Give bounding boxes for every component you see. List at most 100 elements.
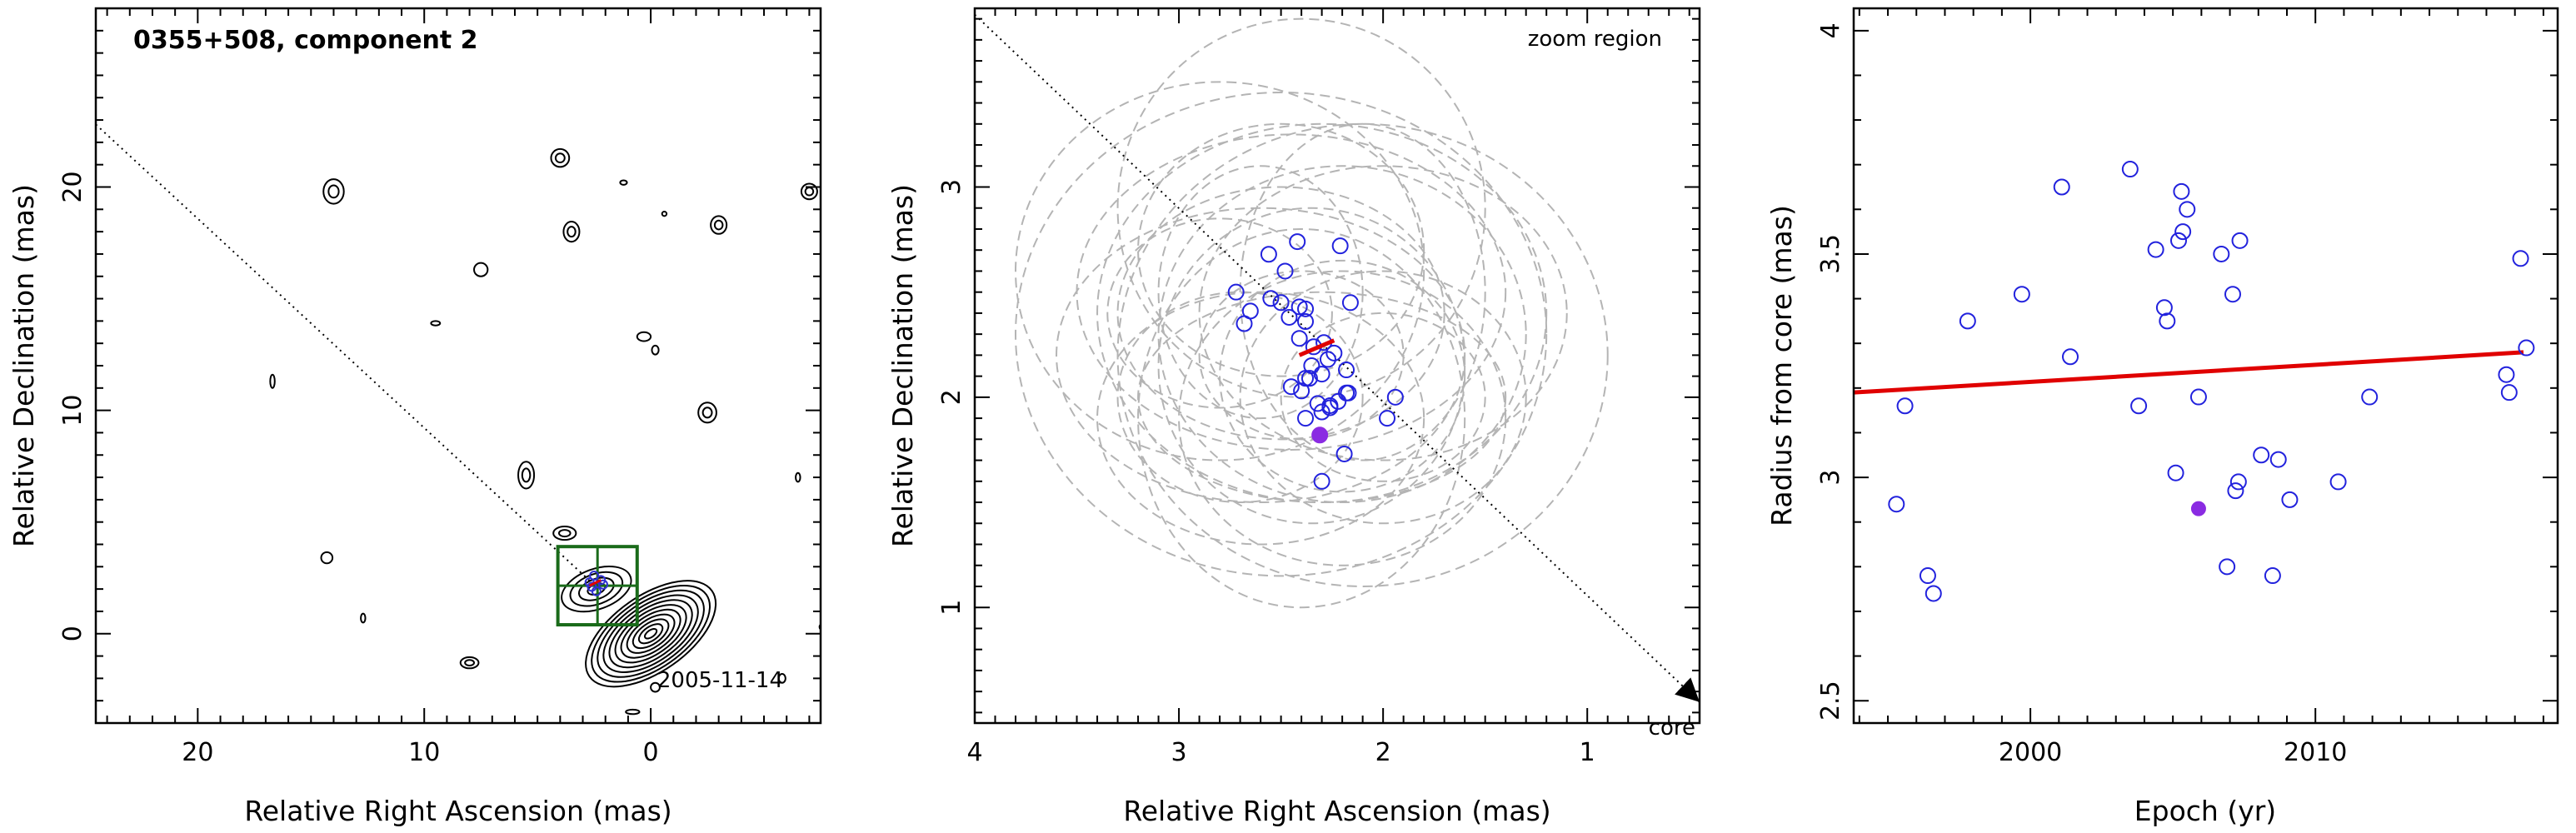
p1-component-point [589,571,600,581]
p1-ticks: 20 10 0 0 10 20 [58,7,821,767]
p2-position-point [1293,382,1310,400]
p2-position-point [1331,237,1349,255]
p3-radius-point [2013,286,2030,303]
p2-x-tick-label: 2 [1375,738,1391,767]
p1-core-contour [597,589,705,678]
p2-core-label: core [1649,716,1695,741]
p2-position-point [1335,445,1353,462]
p3-radius-point [2219,558,2236,576]
p2-position-point [1325,344,1343,362]
p3-radius-point [2130,397,2148,415]
p1-core-contour [585,580,717,688]
p1-isolated-contour [795,471,801,483]
p3-y-tick-label: 3.5 [1816,234,1845,274]
p2-y-tick-label: 1 [937,600,966,616]
p2-position-point [1321,399,1339,416]
p3-radius-point [2361,388,2379,406]
p1-isolated-contour [818,623,821,631]
p3-radius-point [2264,567,2281,585]
p1-isolated-contour [269,373,276,389]
p2-position-point [1379,410,1396,427]
p3-radius-point [2227,482,2244,500]
p1-isolated-contour [636,331,652,342]
p1-x-tick-label: 20 [182,738,213,767]
p3-overlay [1854,161,2535,602]
p2-error-ellipse [1096,122,1548,504]
p1-y-tick-label: 0 [58,626,87,641]
p1-x-tick-label: 10 [408,738,440,767]
p1-isolated-contour [625,708,641,716]
p2-ticks: 4 3 2 1 1 2 3 [937,8,1700,767]
p1-isolated-contour [697,402,717,424]
p2-position-point [1297,313,1315,331]
p1-fit-line [589,579,602,587]
p2-position-point [1297,300,1315,317]
p1-isolated-contour [710,215,728,235]
p1-y-axis-label: Relative Declination (mas) [7,184,40,547]
p1-isolated-contour [800,182,818,201]
p1-isolated-contour-inner [554,152,566,164]
p3-plot-layer [1854,161,2535,602]
p2-error-ellipse [1106,217,1333,409]
p1-core-contour [614,604,687,664]
p1-isolated-contour [777,673,786,684]
p1-isolated-contour-inner [327,184,340,199]
p1-isolated-contour [651,344,660,356]
p3-radius-point [2269,451,2287,468]
p2-position-point [1281,308,1298,326]
p1-isolated-contour [459,656,480,670]
p1-core-contour [591,584,711,683]
p3-radius-point [2224,286,2241,303]
p2-position-point [1236,315,1253,332]
p1-x-axis-label: Relative Right Ascension (mas) [244,795,671,827]
p2-y-axis-label: Relative Declination (mas) [886,184,919,547]
p2-x-tick-label: 3 [1171,738,1187,767]
p3-radius-point [2170,232,2187,249]
p3-radius-point [2518,339,2535,357]
p2-position-point [1313,366,1330,383]
p3-radius-point [2498,366,2515,383]
p1-component-contour [569,571,624,607]
p2-error-ellipse [1137,122,1425,377]
p3-x-tick-label: 2000 [1999,738,2062,767]
p1-overlay [96,123,639,627]
p3-y-axis-label: Radius from core (mas) [1765,205,1798,526]
p2-position-point [1272,294,1290,312]
p2-error-ellipse [1096,291,1425,546]
p2-position-point [1300,370,1318,387]
panel-2: 4 3 2 1 1 2 3 zoom region core Relative Right … [886,7,1701,827]
p2-position-point [1313,403,1330,421]
p3-radius-point [2500,384,2518,402]
p1-isolated-contour [430,320,442,327]
p3-radius-point [1919,567,1936,585]
p3-x-tick-label: 2010 [2284,738,2347,767]
p2-x-tick-label: 4 [966,738,982,767]
p2-fit-segment [1298,338,1335,357]
p3-radius-point [2229,473,2247,491]
p1-core-contour [620,608,681,659]
panel-1: 20 10 0 0 10 20 0355+508, component 2 2005-11… [7,7,822,827]
p2-error-ellipse [1056,207,1466,504]
p2-position-point [1262,290,1280,307]
p2-x-tick-label: 1 [1580,738,1595,767]
p2-error-ellipses [1015,17,1609,609]
p2-error-ellipse [1116,122,1609,587]
p2-plot-layer [975,13,1700,703]
p1-isolated-contour [550,147,571,168]
p2-zoom-label: zoom region [1528,27,1662,52]
p1-isolated-contour [661,210,668,217]
p2-error-ellipse [1157,165,1364,420]
p2-error-ellipse [1076,133,1507,451]
p1-y-tick-label: 20 [58,171,87,202]
p1-isolated-contour-inner [701,407,713,419]
p1-x-tick-label: 0 [643,738,659,767]
p2-position-point [1386,388,1404,406]
p3-radius-point [1925,585,1942,602]
p3-radius-point [2062,348,2079,366]
p3-radius-point [1888,496,1905,513]
p3-radius-point [1896,397,1914,415]
p2-position-point [1290,330,1308,347]
p1-isolated-contour-inner [804,187,815,197]
p3-radius-point [2053,178,2070,196]
p1-contours-layer [96,123,821,716]
